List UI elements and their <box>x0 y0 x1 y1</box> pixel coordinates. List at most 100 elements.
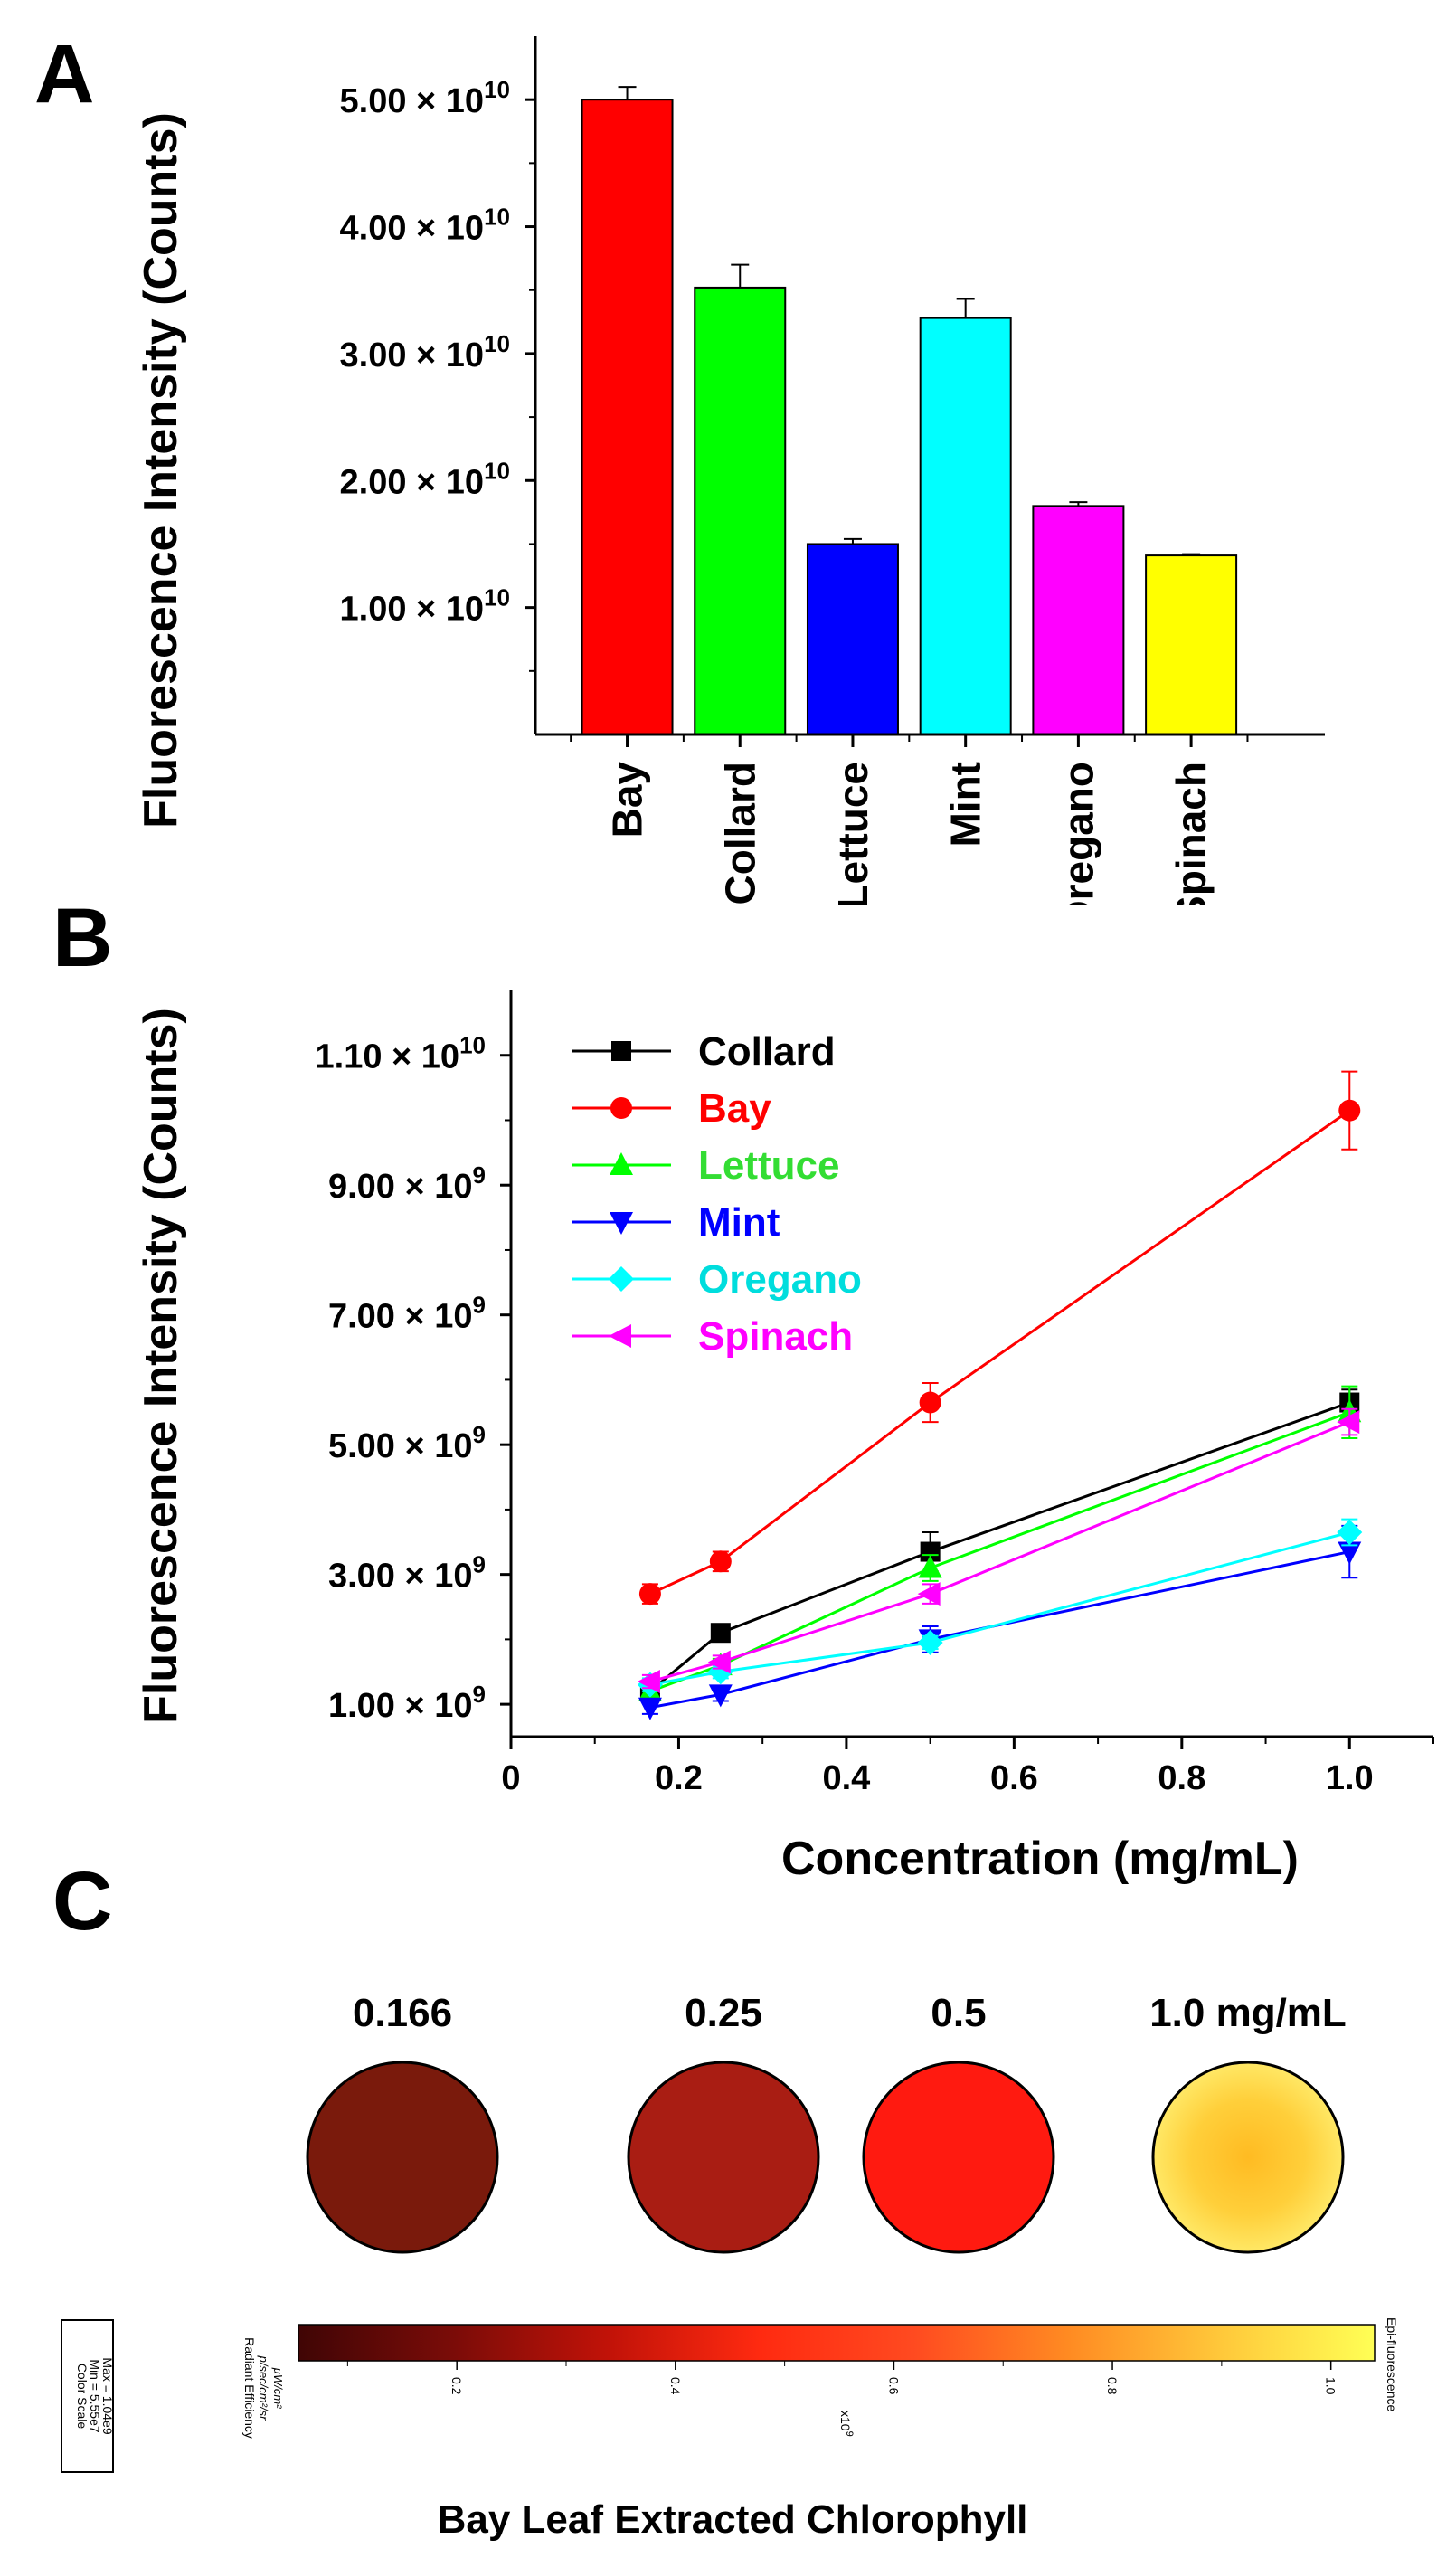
legend-item-collard: Collard <box>572 1029 836 1074</box>
radiant-units-num: p/sec/cm²/sr <box>257 2355 270 2421</box>
legend-marker-spinach <box>609 1324 631 1348</box>
color-scale-min: Min = 5.55e7 <box>88 2359 102 2433</box>
x-tick-label-bay: Bay <box>604 762 651 838</box>
epi-fluorescence-label: Epi-fluorescence <box>1385 2317 1399 2411</box>
well-3 <box>1151 2061 1345 2254</box>
color-scale-max: Max = 1.04e9 <box>100 2357 115 2434</box>
legend-label-collard: Collard <box>698 1029 836 1074</box>
point-spinach <box>917 1582 941 1606</box>
well-1 <box>627 2061 820 2254</box>
legend-marker-bay <box>610 1097 632 1119</box>
x-tick-label-spinach: Spinach <box>1168 762 1215 905</box>
x-tick-label-b: 0.2 <box>655 1759 703 1797</box>
legend-item-bay: Bay <box>572 1086 771 1131</box>
y-tick-label-a: 3.00 × 1010 <box>340 330 510 374</box>
colorbar-tick-label: 0.4 <box>668 2377 683 2395</box>
y-tick-label-b: 3.00 × 109 <box>328 1551 486 1596</box>
bar-bay <box>581 99 674 735</box>
line-oregano <box>649 1530 1350 1687</box>
well-label-2: 0.5 <box>931 1991 986 2035</box>
legend-item-lettuce: Lettuce <box>572 1143 839 1188</box>
series-spinach <box>637 1407 1360 1694</box>
panel-c-caption: Bay Leaf Extracted Chlorophyll <box>438 2497 1028 2542</box>
colorbar-multiplier: x109 <box>838 2411 855 2437</box>
colorbar-tick-label: 0.8 <box>1105 2377 1120 2395</box>
legend-item-spinach: Spinach <box>572 1314 853 1359</box>
point-oregano <box>917 1629 943 1655</box>
colorbar <box>298 2324 1376 2362</box>
point-bay <box>1338 1099 1361 1122</box>
line-lettuce <box>649 1410 1350 1693</box>
y-tick-label-a: 5.00 × 1010 <box>340 76 510 120</box>
legend-item-oregano: Oregano <box>572 1257 862 1302</box>
point-collard <box>710 1623 731 1644</box>
colorbar-tick-label: 0.6 <box>886 2377 901 2395</box>
x-tick-label-mint: Mint <box>942 762 989 848</box>
legend-label-mint: Mint <box>698 1200 780 1245</box>
point-bay <box>709 1550 732 1573</box>
y-tick-label-b: 1.00 × 109 <box>328 1681 486 1725</box>
bar-collard <box>694 286 787 735</box>
y-tick-label-b: 1.10 × 1010 <box>316 1032 486 1076</box>
well-2 <box>862 2061 1055 2254</box>
point-spinach <box>637 1670 660 1694</box>
radiant-units-den: µW/cm² <box>271 2367 285 2409</box>
panel-label-a: A <box>34 28 95 120</box>
point-mint <box>708 1684 733 1708</box>
legend-label-lettuce: Lettuce <box>698 1143 839 1188</box>
series-oregano <box>637 1518 1363 1698</box>
colorbar-multiplier-exp: 9 <box>844 2431 855 2437</box>
y-tick-label-b: 7.00 × 109 <box>328 1292 486 1336</box>
x-tick-label-b: 1.0 <box>1326 1759 1374 1797</box>
colorbar-multiplier-base: x10 <box>838 2411 853 2431</box>
line-spinach <box>649 1420 1350 1683</box>
legend-marker-collard <box>611 1041 631 1061</box>
legend-marker-oregano <box>609 1266 634 1292</box>
line-mint <box>649 1550 1350 1710</box>
point-bay <box>638 1583 661 1606</box>
point-collard <box>920 1541 941 1562</box>
bar-lettuce <box>806 543 899 735</box>
bar-mint <box>919 317 1012 735</box>
well-label-1: 0.25 <box>685 1991 762 2035</box>
x-tick-label-collard: Collard <box>716 762 763 905</box>
legend-marker-mint <box>610 1212 633 1235</box>
y-axis-label-a: Fluorescence Intensity (Counts) <box>135 112 187 829</box>
y-tick-label-b: 5.00 × 109 <box>328 1421 486 1465</box>
legend-label-spinach: Spinach <box>698 1314 853 1359</box>
y-tick-label-b: 9.00 × 109 <box>328 1161 486 1206</box>
bar-spinach <box>1145 554 1238 735</box>
colorbar-tick-label: 1.0 <box>1324 2377 1338 2395</box>
well-label-3: 1.0 mg/mL <box>1149 1991 1347 2035</box>
svg-text:x109: x109 <box>838 2411 855 2437</box>
legend-item-mint: Mint <box>572 1200 780 1245</box>
color-scale-box: Color Scale Min = 5.55e7 Max = 1.04e9 <box>61 2319 115 2473</box>
color-scale-title: Color Scale <box>75 2364 90 2430</box>
line-collard <box>648 1401 1350 1692</box>
panel-label-b: B <box>52 892 113 984</box>
x-tick-label-b: 0 <box>501 1759 520 1797</box>
legend-label-bay: Bay <box>698 1086 771 1131</box>
point-mint <box>638 1697 662 1720</box>
imaging-panel-c: 0.166 0.25 0.5 1.0 mg/mL Color Scale Min = … <box>61 1991 1399 2542</box>
x-tick-label-lettuce: Lettuce <box>829 762 876 905</box>
x-tick-label-b: 0.6 <box>990 1759 1038 1797</box>
series-bay <box>638 1070 1361 1606</box>
y-tick-label-a: 1.00 × 1010 <box>340 584 510 629</box>
legend-label-oregano: Oregano <box>698 1257 862 1302</box>
point-bay <box>919 1391 941 1414</box>
bar-chart-panel-a: 1.00 × 1010 2.00 × 1010 3.00 × 1010 4.00 × … <box>135 36 1325 905</box>
line-bay <box>649 1109 1351 1596</box>
point-mint <box>1338 1541 1362 1565</box>
point-lettuce <box>918 1555 942 1578</box>
x-tick-label-b: 0.4 <box>822 1759 870 1797</box>
y-tick-label-a: 2.00 × 1010 <box>340 457 510 501</box>
radiant-efficiency-label: Radiant Efficiency p/sec/cm²/sr µW/cm² <box>242 2337 285 2439</box>
point-spinach <box>1337 1410 1360 1435</box>
y-tick-label-a: 4.00 × 1010 <box>340 204 510 248</box>
x-tick-label-b: 0.8 <box>1158 1759 1205 1797</box>
y-axis-label-b: Fluorescence Intensity (Counts) <box>135 1008 187 1724</box>
point-oregano <box>1337 1520 1363 1546</box>
point-spinach <box>707 1650 731 1674</box>
well-0 <box>306 2061 499 2254</box>
